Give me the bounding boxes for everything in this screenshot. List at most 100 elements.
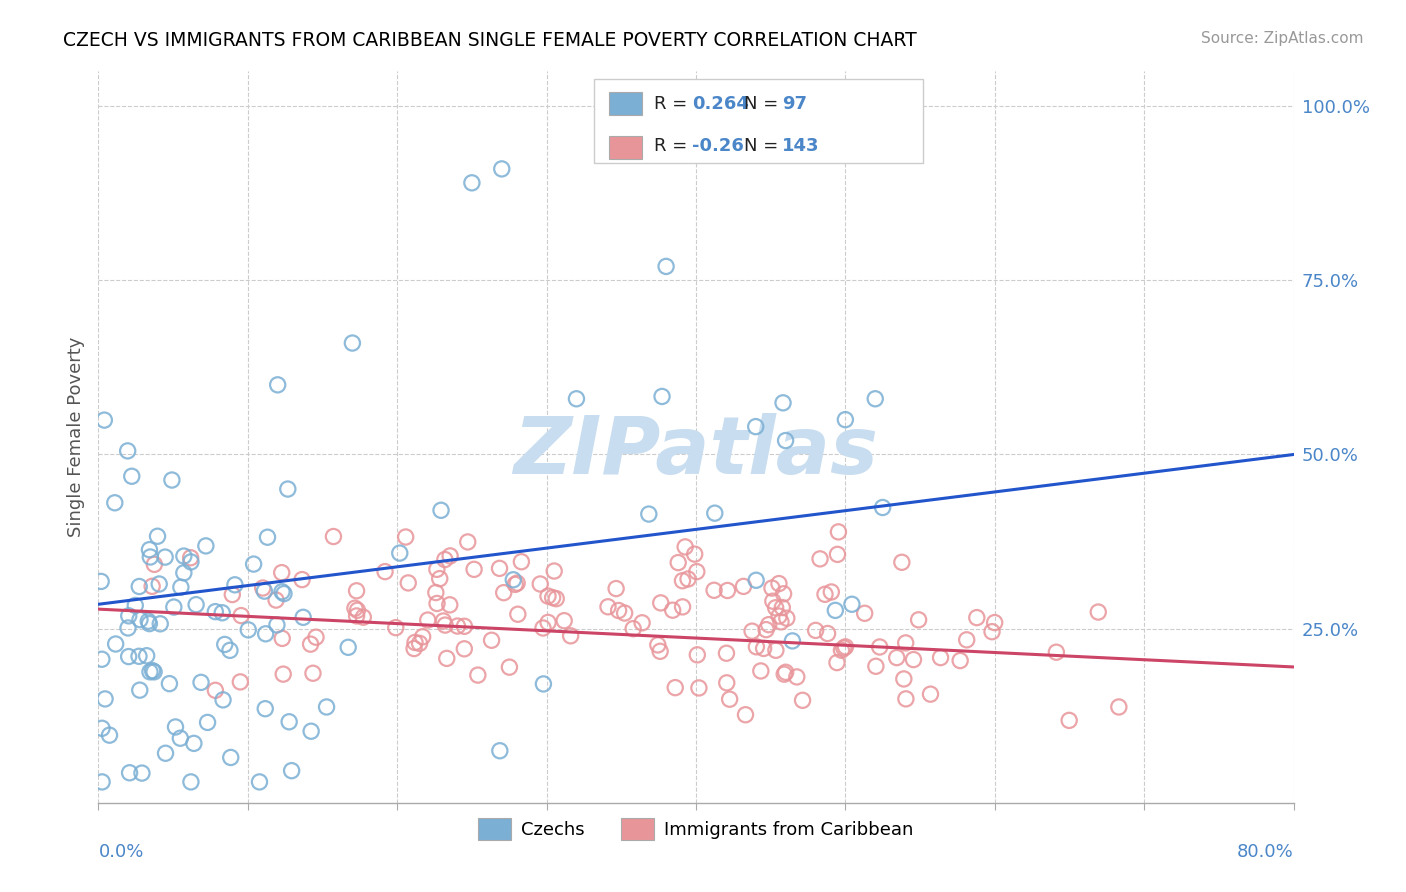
Text: 143: 143 [782,137,820,155]
Point [404,635,426,649]
Point [718,692,741,706]
Point [253,584,276,599]
Point [621,622,644,636]
Point [374,565,396,579]
Point [981,624,1004,639]
Point [503,577,526,591]
Point [733,579,755,593]
Point [814,587,837,601]
Point [163,600,186,615]
Point [1057,714,1080,728]
Point [98,728,121,742]
Point [865,392,887,406]
Point [834,412,856,426]
Point [183,736,205,750]
Point [481,633,503,648]
Point [461,176,484,190]
Point [824,603,846,617]
Point [153,550,176,565]
Point [446,619,468,633]
Point [180,775,202,789]
Point [956,632,979,647]
Point [453,619,475,633]
Point [775,665,797,680]
Point [271,667,294,681]
Point [416,613,439,627]
Point [278,714,301,729]
Point [688,681,710,695]
Point [91,775,114,789]
Point [671,574,693,588]
Point [772,587,794,601]
Point [219,643,242,657]
Point [231,608,253,623]
Point [190,675,212,690]
Point [537,589,560,603]
Point [650,596,672,610]
Point [91,721,114,735]
Point [716,583,738,598]
Point [841,597,863,611]
Point [752,641,775,656]
Point [143,558,166,572]
Point [755,623,778,637]
Point [529,577,551,591]
Point [506,607,529,622]
Point [661,603,683,617]
Text: N =: N = [744,95,783,113]
Point [1108,700,1130,714]
Point [322,529,344,543]
Point [565,392,588,406]
Point [716,646,738,660]
Point [402,641,425,656]
Point [894,636,917,650]
Point [346,603,368,617]
Point [872,500,894,515]
Point [229,674,252,689]
Point [219,750,242,764]
Point [489,744,512,758]
Point [117,443,139,458]
Point [280,764,302,778]
Point [768,576,790,591]
Point [651,389,673,403]
Point [966,610,988,624]
Point [128,683,150,698]
Point [254,702,277,716]
Point [741,624,763,639]
Point [204,683,226,698]
Point [143,665,166,679]
Point [124,599,146,613]
Point [804,624,827,638]
Point [782,634,804,648]
Point [775,434,797,448]
Point [457,535,479,549]
Point [703,583,725,598]
Point [396,575,419,590]
Point [271,632,294,646]
Text: R =: R = [654,137,693,155]
Point [388,546,411,560]
Point [90,652,112,666]
Point [650,644,672,658]
Point [139,549,162,564]
Legend: Czechs, Immigrants from Caribbean: Czechs, Immigrants from Caribbean [470,808,922,848]
Point [256,530,278,544]
Point [146,529,169,543]
Point [1087,605,1109,619]
Point [128,649,150,664]
Point [543,564,565,578]
Point [703,506,725,520]
Point [249,775,271,789]
Point [433,552,456,566]
Point [749,664,772,678]
Point [412,630,434,644]
Point [180,555,202,569]
Point [770,600,793,615]
Point [104,637,127,651]
FancyBboxPatch shape [595,78,922,163]
Point [506,576,529,591]
Point [242,557,264,571]
Point [165,720,187,734]
Point [337,640,360,655]
